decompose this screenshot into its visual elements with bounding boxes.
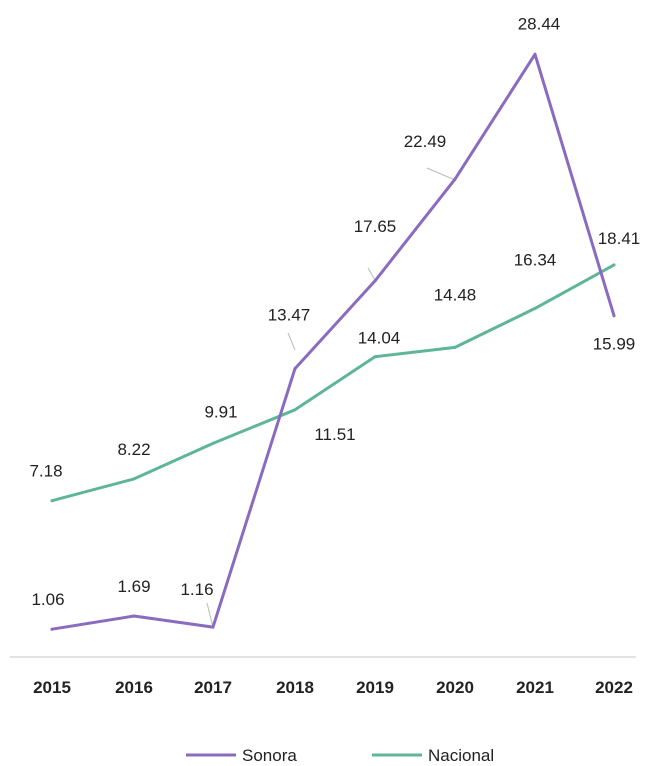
leader-lines (206, 167, 456, 628)
data-point-nacional-2015 (50, 499, 54, 503)
series-layer (50, 52, 616, 631)
data-label-nacional-2020: 14.48 (434, 285, 477, 304)
data-point-sonora-2019 (373, 279, 377, 283)
data-label-nacional-2017: 9.91 (204, 402, 237, 421)
data-label-sonora-2021: 28.44 (518, 14, 561, 33)
x-tick-label-2022: 2022 (595, 678, 633, 697)
data-point-sonora-2018 (293, 367, 297, 371)
data-point-nacional-2019 (373, 355, 377, 359)
leader-line-sonora-2019 (367, 267, 376, 281)
data-point-nacional-2016 (132, 477, 136, 481)
x-tick-label-2020: 2020 (436, 678, 474, 697)
data-point-sonora-2022 (612, 314, 616, 318)
leader-line-sonora-2017 (206, 602, 214, 628)
x-tick-label-2021: 2021 (516, 678, 554, 697)
data-label-nacional-2016: 8.22 (117, 440, 150, 459)
data-label-sonora-2020: 22.49 (404, 132, 447, 151)
data-label-sonora-2016: 1.69 (117, 577, 150, 596)
data-label-nacional-2021: 16.34 (514, 250, 557, 269)
data-label-nacional-2022: 18.41 (598, 229, 641, 248)
x-tick-label-2015: 2015 (33, 678, 71, 697)
data-point-sonora-2015 (50, 627, 54, 631)
data-point-nacional-2018 (293, 408, 297, 412)
data-label-nacional-2019: 14.04 (358, 329, 401, 348)
data-label-layer: 1.06 1.69 1.16 13.47 17.65 22.49 28.44 15.99 7.1… (29, 14, 640, 609)
data-label-sonora-2017: 1.16 (180, 580, 213, 599)
leader-line-sonora-2018 (287, 332, 296, 351)
x-tick-label-2016: 2016 (115, 678, 153, 697)
x-tick-label-2018: 2018 (276, 678, 314, 697)
x-tick-label-2019: 2019 (356, 678, 394, 697)
data-point-nacional-2021 (533, 306, 537, 310)
data-label-sonora-2019: 17.65 (354, 217, 397, 236)
leader-line-sonora-2020 (426, 167, 456, 181)
series-line-nacional (50, 263, 616, 503)
data-point-sonora-2020 (453, 177, 457, 181)
data-point-nacional-2020 (453, 345, 457, 349)
data-label-nacional-2018: 11.51 (314, 425, 355, 444)
legend-label-sonora: Sonora (242, 746, 297, 765)
x-tick-label-2017: 2017 (194, 678, 232, 697)
x-tick-layer: 2015 2016 2017 2018 2019 2020 2021 2022 (33, 678, 633, 697)
data-point-sonora-2017 (211, 625, 215, 629)
data-point-sonora-2016 (132, 614, 136, 618)
data-point-nacional-2017 (211, 441, 215, 445)
legend: Sonora Nacional (186, 746, 494, 765)
data-point-sonora-2021 (533, 52, 537, 56)
data-label-nacional-2015: 7.18 (29, 462, 62, 481)
series-line-sonora (50, 52, 616, 631)
data-point-nacional-2022 (612, 263, 616, 267)
data-label-sonora-2015: 1.06 (31, 590, 64, 609)
data-label-sonora-2022: 15.99 (593, 335, 636, 354)
legend-label-nacional: Nacional (428, 746, 494, 765)
data-label-sonora-2018: 13.47 (268, 306, 311, 325)
